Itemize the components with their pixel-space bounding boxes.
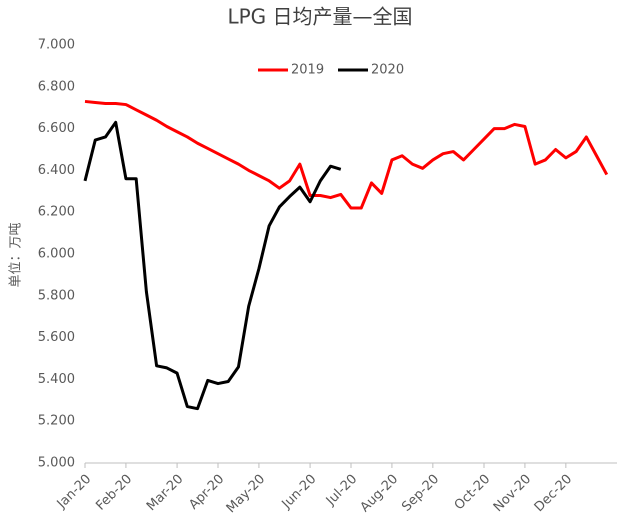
x-tick-label: Sep-20 [399,472,442,515]
x-tick-label: Jun-20 [279,472,320,513]
y-tick-label: 6.600 [38,121,75,136]
y-tick-label: 5.600 [38,330,75,345]
x-tick-label: May-20 [224,472,268,516]
x-tick-label: Aug-20 [358,472,402,516]
y-axis-label: 单位：万吨 [9,222,24,287]
y-tick-label: 6.400 [38,163,75,178]
y-tick-label: 7.000 [38,38,75,53]
x-tick-label: Apr-20 [186,472,227,513]
y-tick-label: 5.800 [38,288,75,303]
y-tick-label: 5.400 [38,372,75,387]
x-tick-label: Feb-20 [93,472,135,514]
legend-label: 2019 [291,63,324,78]
y-tick-label: 5.000 [38,456,75,471]
y-tick-label: 6.000 [38,247,75,262]
x-tick-label: Mar-20 [144,472,186,514]
x-tick-label: Jul-20 [323,472,360,509]
y-tick-label: 5.200 [38,414,75,429]
x-tick-label: Nov-20 [491,472,534,515]
series-line [84,99,609,210]
chart-title: LPG 日均产量—全国 [227,5,412,29]
y-tick-label: 6.800 [38,79,75,94]
x-tick-label: Dec-20 [532,472,575,515]
legend-label: 2020 [371,63,404,78]
x-tick-label: Jan-20 [54,472,95,513]
series-line [83,120,342,411]
x-tick-label: Oct-20 [452,472,494,514]
y-tick-label: 6.200 [38,205,75,220]
